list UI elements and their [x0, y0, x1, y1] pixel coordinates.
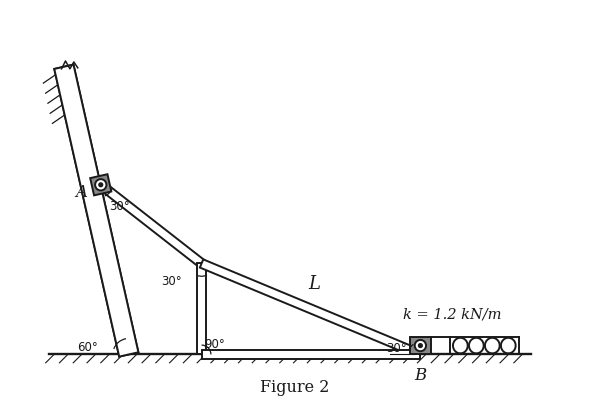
- Polygon shape: [202, 350, 421, 359]
- Text: Figure 2: Figure 2: [260, 378, 330, 395]
- Text: 90°: 90°: [204, 337, 225, 350]
- Polygon shape: [98, 182, 204, 267]
- Polygon shape: [90, 175, 112, 196]
- Text: 30°: 30°: [386, 342, 407, 355]
- Text: A: A: [75, 183, 87, 200]
- Text: 30°: 30°: [110, 200, 130, 213]
- Circle shape: [418, 344, 422, 347]
- Circle shape: [99, 183, 103, 187]
- Polygon shape: [54, 66, 139, 357]
- Polygon shape: [197, 264, 206, 354]
- Polygon shape: [409, 337, 431, 354]
- Circle shape: [415, 340, 426, 352]
- Text: L: L: [309, 275, 320, 292]
- Text: k = 1.2 kN/m: k = 1.2 kN/m: [403, 307, 502, 321]
- Circle shape: [95, 180, 106, 191]
- Text: B: B: [415, 366, 427, 383]
- Polygon shape: [200, 260, 422, 359]
- Polygon shape: [54, 66, 139, 357]
- Text: 30°: 30°: [161, 275, 182, 288]
- Text: 60°: 60°: [77, 340, 98, 353]
